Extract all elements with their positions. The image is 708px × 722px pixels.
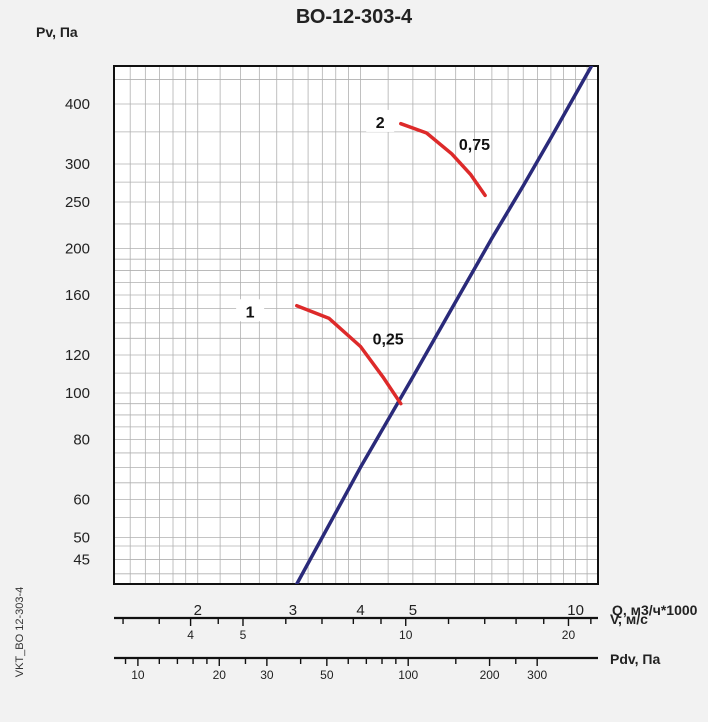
annotation-bg xyxy=(236,299,265,322)
annotation-label: 0,75 xyxy=(459,137,490,154)
x-tick-label: 5 xyxy=(409,602,417,619)
annotation-label: 1 xyxy=(246,304,255,321)
y-axis-label: Pv, Па xyxy=(36,24,78,40)
x-tick-label: 4 xyxy=(356,602,364,619)
secondary-tick-label: 30 xyxy=(260,668,274,682)
system-curve xyxy=(295,66,594,584)
y-tick-label: 80 xyxy=(73,432,90,449)
y-tick-label: 160 xyxy=(65,287,90,304)
y-tick-label: 250 xyxy=(65,194,90,211)
y-tick-label: 300 xyxy=(65,156,90,173)
secondary-axis-label: V, м/с xyxy=(610,611,648,627)
secondary-tick-label: 4 xyxy=(187,628,194,642)
secondary-axis-label: Pdv, Па xyxy=(610,651,660,667)
annotation-label: 2 xyxy=(376,115,385,132)
y-tick-label: 200 xyxy=(65,240,90,257)
x-tick-label: 10 xyxy=(567,602,584,619)
secondary-tick-label: 10 xyxy=(399,628,413,642)
secondary-tick-label: 20 xyxy=(562,628,576,642)
secondary-tick-label: 200 xyxy=(480,668,500,682)
fan-curve-2 xyxy=(399,121,487,198)
y-tick-label: 100 xyxy=(65,385,90,402)
plot-area xyxy=(114,66,598,584)
secondary-tick-label: 10 xyxy=(131,668,145,682)
y-tick-label: 400 xyxy=(65,96,90,113)
y-tick-label: 60 xyxy=(73,491,90,508)
chart-title: ВО-12-303-4 xyxy=(295,6,413,28)
annotation-bg xyxy=(366,109,395,132)
secondary-tick-label: 50 xyxy=(320,668,334,682)
x-tick-label: 2 xyxy=(194,602,202,619)
y-tick-label: 120 xyxy=(65,347,90,364)
secondary-tick-label: 20 xyxy=(213,668,227,682)
secondary-tick-label: 300 xyxy=(527,668,547,682)
x-tick-label: 3 xyxy=(289,602,297,619)
secondary-tick-label: 100 xyxy=(398,668,418,682)
y-tick-label: 50 xyxy=(73,529,90,546)
x-axis-label: Q, м3/ч*1000 xyxy=(612,602,698,618)
secondary-tick-label: 5 xyxy=(240,628,247,642)
fan-curve-1 xyxy=(295,303,403,406)
y-tick-label: 45 xyxy=(73,551,90,568)
plot-border xyxy=(113,65,599,585)
annotation-label: 0,25 xyxy=(373,331,404,348)
